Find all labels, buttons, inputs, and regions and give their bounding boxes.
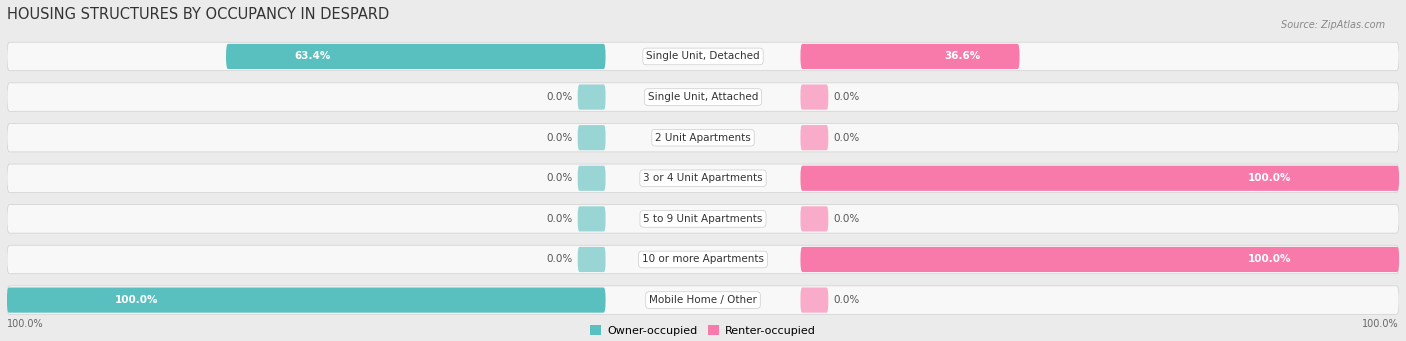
- FancyBboxPatch shape: [578, 166, 606, 191]
- FancyBboxPatch shape: [578, 206, 606, 232]
- Text: HOUSING STRUCTURES BY OCCUPANCY IN DESPARD: HOUSING STRUCTURES BY OCCUPANCY IN DESPA…: [7, 7, 389, 22]
- FancyBboxPatch shape: [578, 125, 606, 150]
- Text: Mobile Home / Other: Mobile Home / Other: [650, 295, 756, 305]
- FancyBboxPatch shape: [7, 42, 1399, 71]
- FancyBboxPatch shape: [7, 164, 1399, 192]
- FancyBboxPatch shape: [578, 85, 606, 110]
- Text: 100.0%: 100.0%: [1247, 254, 1291, 265]
- FancyBboxPatch shape: [800, 85, 828, 110]
- FancyBboxPatch shape: [226, 44, 606, 69]
- Text: 0.0%: 0.0%: [546, 133, 572, 143]
- Text: 0.0%: 0.0%: [834, 214, 860, 224]
- FancyBboxPatch shape: [800, 247, 1399, 272]
- FancyBboxPatch shape: [800, 287, 828, 313]
- Text: 0.0%: 0.0%: [834, 92, 860, 102]
- FancyBboxPatch shape: [800, 44, 1019, 69]
- Text: 3 or 4 Unit Apartments: 3 or 4 Unit Apartments: [643, 173, 763, 183]
- Text: 36.6%: 36.6%: [943, 51, 980, 61]
- FancyBboxPatch shape: [800, 206, 828, 232]
- FancyBboxPatch shape: [800, 125, 828, 150]
- FancyBboxPatch shape: [7, 286, 1399, 314]
- Text: 10 or more Apartments: 10 or more Apartments: [643, 254, 763, 265]
- Text: 100.0%: 100.0%: [1362, 318, 1399, 329]
- FancyBboxPatch shape: [7, 123, 1399, 152]
- FancyBboxPatch shape: [7, 245, 1399, 274]
- FancyBboxPatch shape: [7, 287, 606, 313]
- Text: 2 Unit Apartments: 2 Unit Apartments: [655, 133, 751, 143]
- Text: 5 to 9 Unit Apartments: 5 to 9 Unit Apartments: [644, 214, 762, 224]
- Text: 63.4%: 63.4%: [294, 51, 330, 61]
- Legend: Owner-occupied, Renter-occupied: Owner-occupied, Renter-occupied: [591, 325, 815, 336]
- Text: 0.0%: 0.0%: [546, 214, 572, 224]
- Text: Single Unit, Attached: Single Unit, Attached: [648, 92, 758, 102]
- FancyBboxPatch shape: [7, 83, 1399, 111]
- FancyBboxPatch shape: [800, 166, 1399, 191]
- FancyBboxPatch shape: [578, 247, 606, 272]
- Text: 0.0%: 0.0%: [546, 254, 572, 265]
- Text: 100.0%: 100.0%: [1247, 173, 1291, 183]
- Text: 0.0%: 0.0%: [834, 133, 860, 143]
- Text: 100.0%: 100.0%: [115, 295, 159, 305]
- Text: 0.0%: 0.0%: [834, 295, 860, 305]
- Text: Source: ZipAtlas.com: Source: ZipAtlas.com: [1281, 20, 1385, 30]
- Text: 0.0%: 0.0%: [546, 92, 572, 102]
- Text: Single Unit, Detached: Single Unit, Detached: [647, 51, 759, 61]
- Text: 0.0%: 0.0%: [546, 173, 572, 183]
- FancyBboxPatch shape: [7, 205, 1399, 233]
- Text: 100.0%: 100.0%: [7, 318, 44, 329]
